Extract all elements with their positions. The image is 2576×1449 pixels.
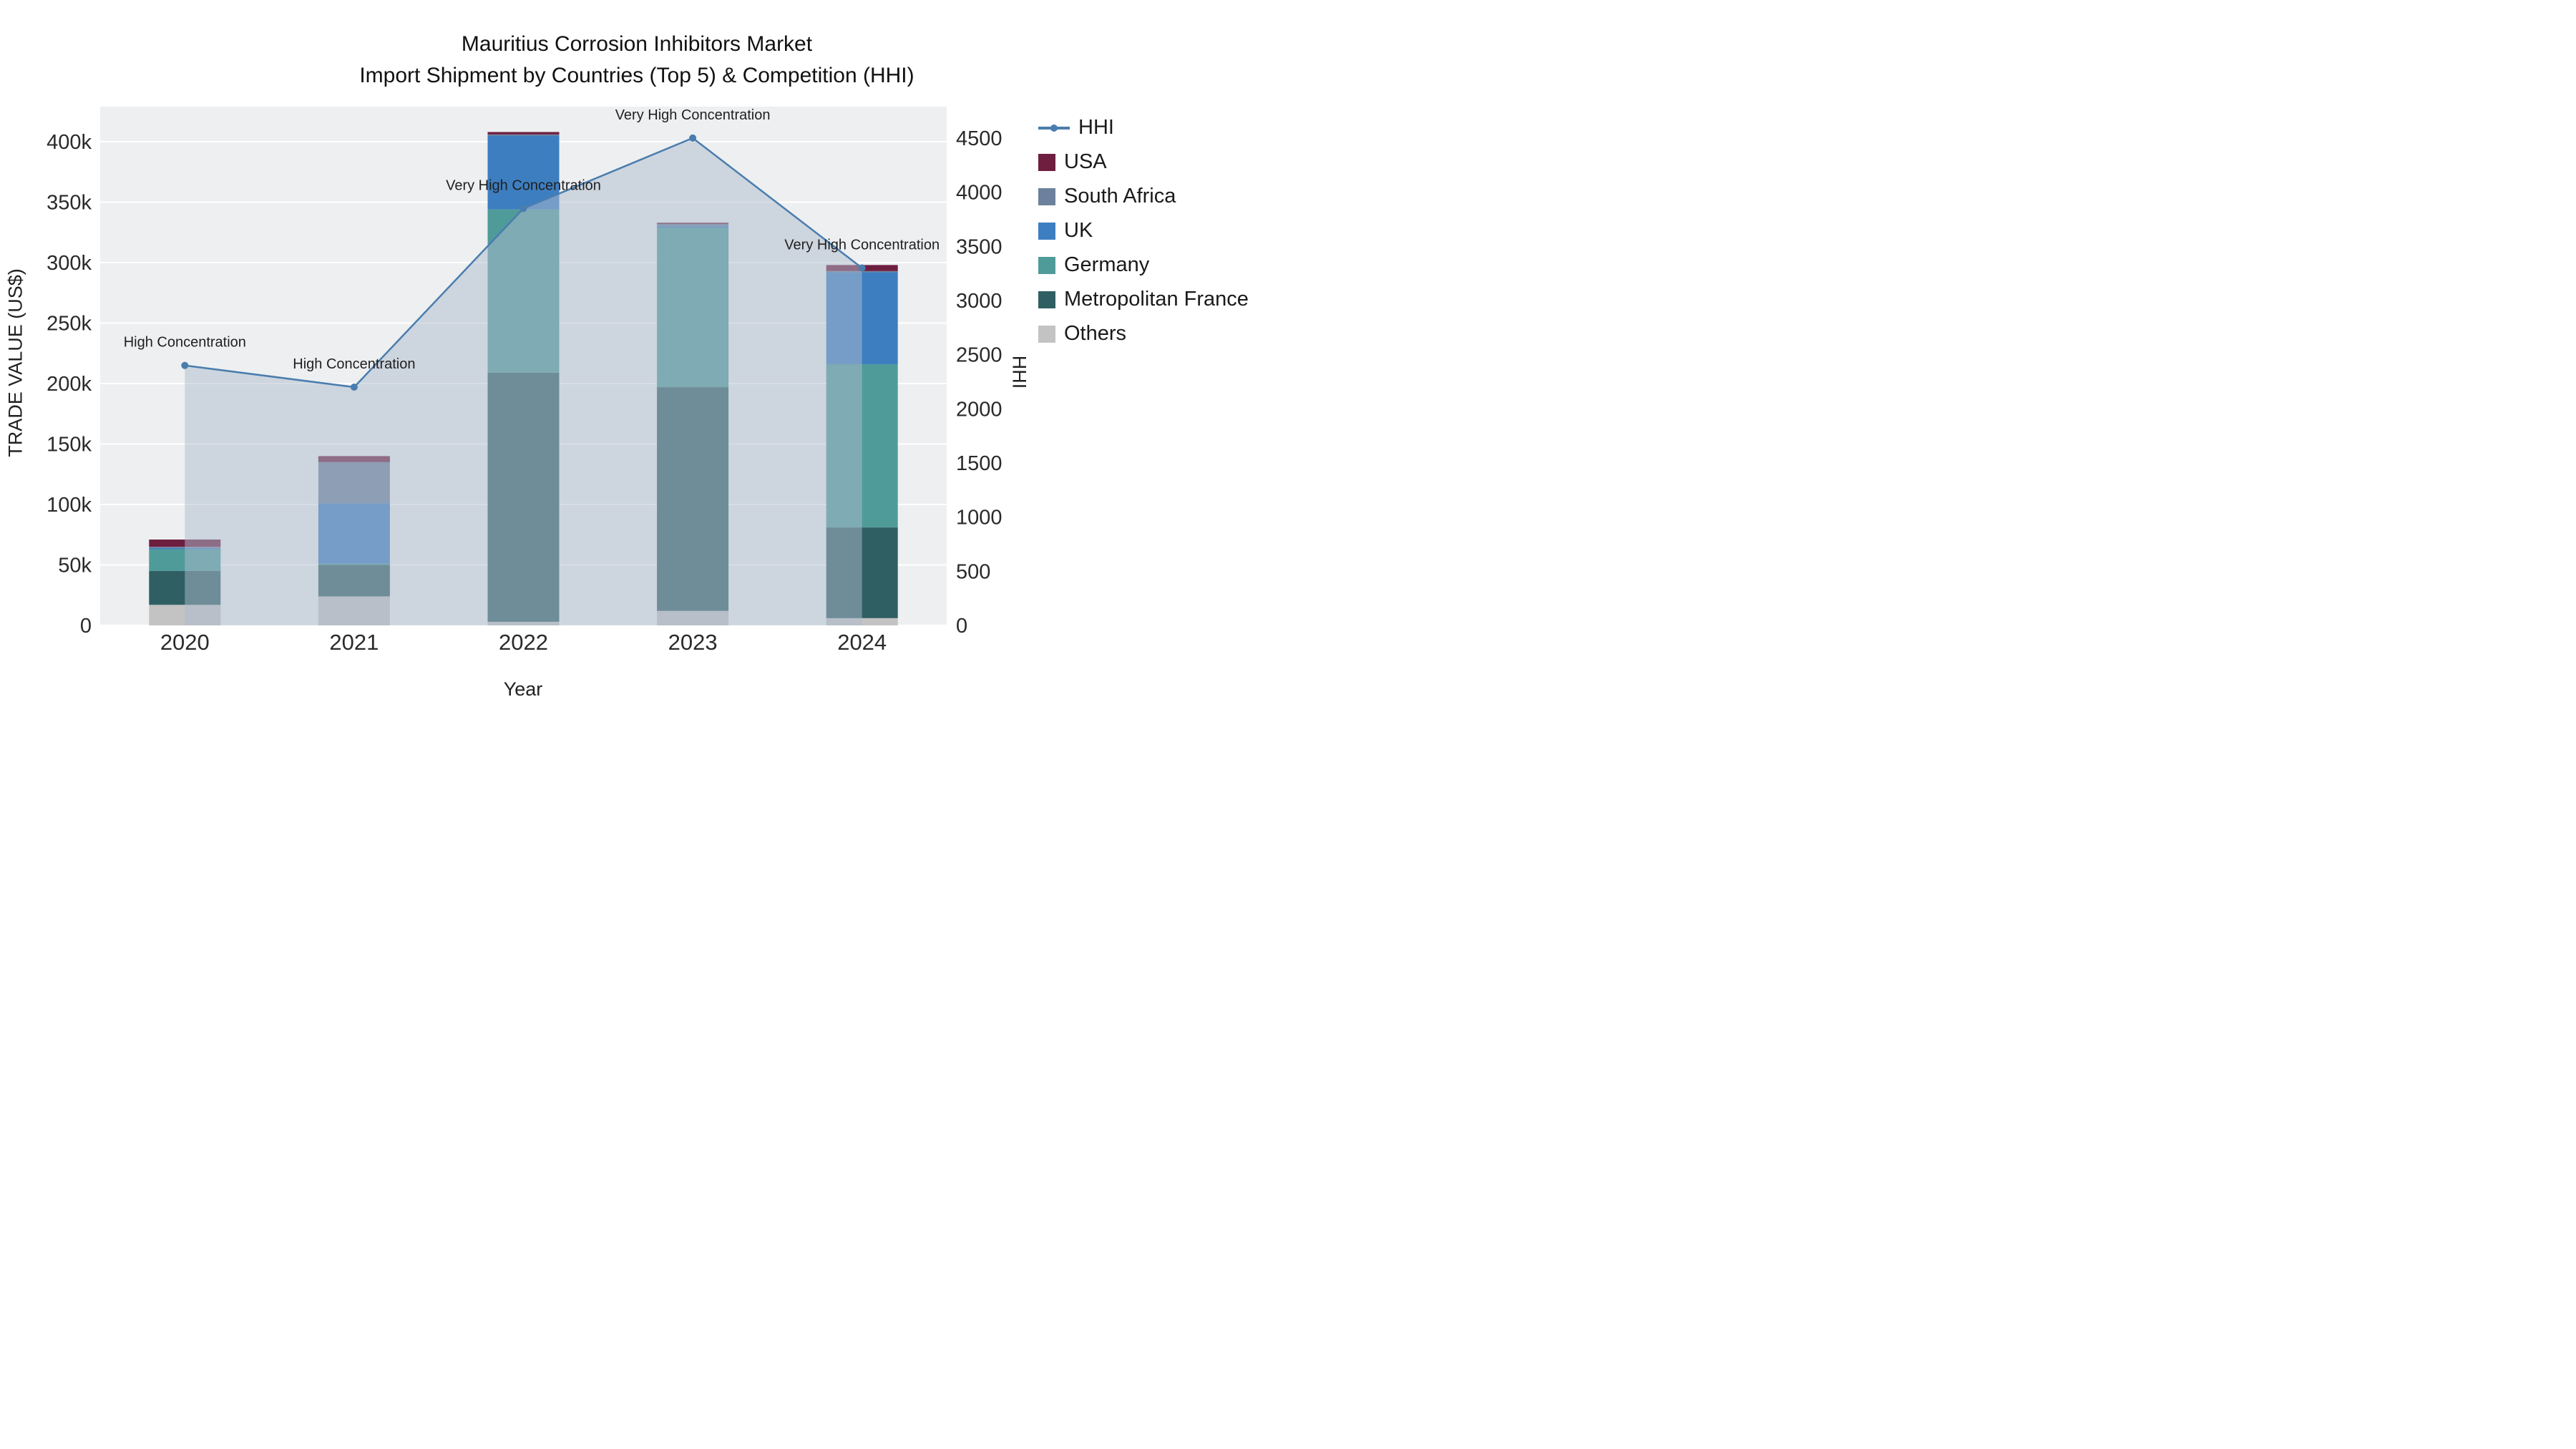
- y-right-tick-2000: 2000: [956, 398, 1002, 421]
- y-right-tick-4000: 4000: [956, 182, 1002, 205]
- annotation-2024: Very High Concentration: [784, 238, 940, 253]
- legend-line-marker-icon: [1038, 119, 1070, 137]
- legend-label: USA: [1064, 150, 1107, 173]
- y-right-tick-1000: 1000: [956, 507, 1002, 530]
- bar-uk-2022[interactable]: [487, 135, 560, 210]
- legend-label: HHI: [1078, 116, 1114, 139]
- y-right-tick-0: 0: [956, 615, 967, 638]
- legend-swatch-icon: [1038, 291, 1055, 308]
- annotation-2021: High Concentration: [293, 356, 415, 372]
- y-left-tick-300k: 300k: [47, 252, 92, 275]
- y-right-tick-4500: 4500: [956, 127, 1002, 150]
- x-tick-2023: 2023: [668, 630, 718, 655]
- y-right-tick-3500: 3500: [956, 235, 1002, 258]
- y-left-tick-50k: 50k: [58, 555, 92, 577]
- x-tick-2022: 2022: [499, 630, 548, 655]
- legend-item-germany[interactable]: Germany: [1038, 253, 1249, 277]
- legend-item-south-africa[interactable]: South Africa: [1038, 185, 1249, 208]
- hhi-point-2024[interactable]: [858, 264, 866, 272]
- chart-title-line2: Import Shipment by Countries (Top 5) & C…: [359, 64, 914, 87]
- legend-swatch-icon: [1038, 153, 1055, 171]
- x-axis-title: Year: [503, 678, 543, 700]
- x-tick-2021: 2021: [329, 630, 379, 655]
- hhi-point-2022[interactable]: [519, 205, 527, 213]
- legend-label: UK: [1064, 219, 1093, 242]
- legend-swatch-icon: [1038, 222, 1055, 240]
- legend-swatch-icon: [1038, 325, 1055, 343]
- chart-title-line1: Mauritius Corrosion Inhibitors Market: [461, 32, 813, 56]
- y-axis-title-left: TRADE VALUE (US$): [4, 268, 26, 457]
- x-tick-2024: 2024: [837, 630, 887, 655]
- bar-south-africa-2022[interactable]: [487, 134, 560, 136]
- chart-canvas: High Concentration High Concentration Very…: [47, 107, 1002, 655]
- y-left-tick-100k: 100k: [47, 494, 92, 517]
- chart-page: Mauritius Corrosion Inhibitors Market Im…: [0, 0, 1288, 725]
- y-left-tick-0: 0: [80, 615, 92, 638]
- hhi-point-2020[interactable]: [181, 361, 189, 369]
- legend-label: Others: [1064, 322, 1127, 345]
- bar-usa-2022[interactable]: [487, 132, 560, 135]
- y-right-tick-3000: 3000: [956, 290, 1002, 313]
- legend-item-hhi[interactable]: HHI: [1038, 116, 1249, 140]
- legend-item-uk[interactable]: UK: [1038, 219, 1249, 243]
- legend-label: South Africa: [1064, 185, 1176, 208]
- y-right-tick-500: 500: [956, 560, 990, 583]
- y-left-tick-350k: 350k: [47, 192, 92, 215]
- hhi-area: [185, 137, 862, 625]
- chart-title: Mauritius Corrosion Inhibitors Market Im…: [0, 29, 1274, 92]
- hhi-point-2021[interactable]: [350, 384, 358, 391]
- legend: HHI USA South Africa UK Germany Metropolitan …: [1038, 116, 1249, 346]
- y-left-tick-400k: 400k: [47, 131, 92, 154]
- legend-label: Germany: [1064, 253, 1150, 276]
- legend-item-others[interactable]: Others: [1038, 322, 1249, 346]
- hhi-point-2023[interactable]: [689, 134, 697, 142]
- annotation-2023: Very High Concentration: [615, 107, 771, 123]
- y-right-tick-2500: 2500: [956, 344, 1002, 367]
- annotation-2020: High Concentration: [124, 335, 246, 351]
- annotation-2022: Very High Concentration: [446, 177, 601, 193]
- y-right-tick-1500: 1500: [956, 452, 1002, 475]
- y-left-tick-150k: 150k: [47, 434, 92, 457]
- legend-item-metropolitan-france[interactable]: Metropolitan France: [1038, 288, 1249, 311]
- y-left-tick-200k: 200k: [47, 373, 92, 396]
- y-left-tick-250k: 250k: [47, 313, 92, 336]
- x-tick-2020: 2020: [160, 630, 210, 655]
- legend-label: Metropolitan France: [1064, 288, 1249, 311]
- y-axis-title-right: HHI: [1008, 355, 1030, 389]
- legend-swatch-icon: [1038, 256, 1055, 274]
- legend-swatch-icon: [1038, 187, 1055, 205]
- legend-item-usa[interactable]: USA: [1038, 150, 1249, 174]
